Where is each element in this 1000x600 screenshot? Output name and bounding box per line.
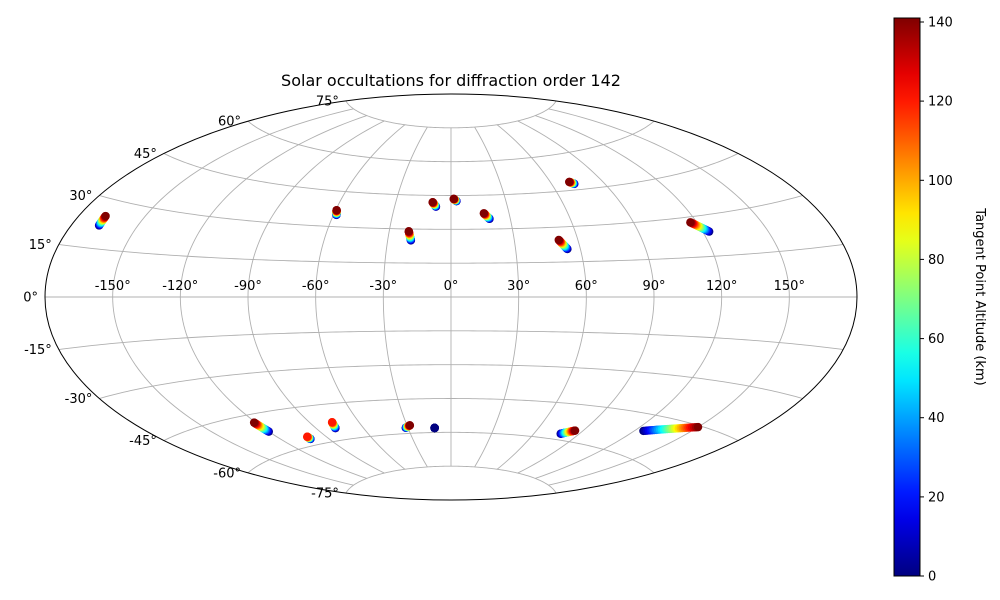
occultation-track [404,227,416,245]
parallel-gridline [345,465,557,494]
colorbar-tick-label: 120 [928,95,953,110]
latitude-tick-label: 60° [218,115,241,130]
occultation-track [303,432,315,444]
occultation-track [428,197,441,211]
occultation-track [554,235,572,254]
meridian-gridline [382,126,428,468]
occultation-track [249,418,273,436]
colorbar-tick-label: 140 [928,16,953,31]
colorbar-scale [893,17,921,577]
latitude-tick-label: -60° [213,466,241,481]
data-point [405,421,415,430]
data-point [479,209,489,218]
map-boundary [44,93,858,501]
meridian-gridline [517,120,655,474]
latitude-tick-label: 45° [134,147,157,162]
longitude-tick-label: -60° [302,279,330,294]
data-point [449,194,458,204]
occultation-track [94,211,110,230]
occultation-track [449,194,461,206]
occultation-track [332,205,341,220]
data-point [565,177,574,187]
colorbar-tick-label: 80 [928,253,945,268]
meridian-gridline [315,124,406,470]
data-point [554,235,563,245]
parallel-gridline [345,100,557,129]
latitude-tick-label: 30° [69,189,92,204]
meridian-gridline [496,124,587,470]
data-point [332,205,341,215]
meridian-gridline [535,115,723,479]
chart-title: Solar occultations for diffraction order… [281,71,621,90]
colorbar-tick-label: 0 [928,570,936,585]
data-point [570,426,580,435]
occultation-track [327,417,340,433]
longitude-tick-label: -120° [162,279,198,294]
meridian-gridline [112,108,354,486]
longitude-tick-label: 120° [706,279,737,294]
latitude-tick-labels: -75° -60° -45° -30° -15° 0° 15° 30° 45° 60° 75° [23,94,339,501]
colorbar-tick-label: 100 [928,174,953,189]
occultation-track [401,421,415,433]
longitude-tick-label: -150° [95,279,131,294]
colorbar: 0 20 40 60 80 100 120 140 Tangent Point Altitud… [893,16,987,585]
occultation-track [430,423,439,433]
data-point [303,432,312,441]
data-point [686,218,695,227]
longitude-tick-label: 90° [642,279,665,294]
occultation-track [479,209,494,224]
longitude-tick-label: -90° [234,279,262,294]
occultation-track [686,218,714,236]
data-point [430,423,439,433]
colorbar-tick-label: 60 [928,332,945,347]
latitude-tick-label: 0° [23,291,38,306]
longitude-tick-label: -30° [369,279,397,294]
meridian-gridline [474,126,520,468]
latitude-tick-label: 15° [29,238,52,253]
longitude-tick-label: 30° [507,279,530,294]
occultation-track [639,422,703,436]
data-point [249,418,259,427]
colorbar-tick-label: 20 [928,490,945,505]
latitude-tick-label: -15° [24,343,52,358]
latitude-tick-label: -30° [65,392,93,407]
colorbar-ticks: 0 20 40 60 80 100 120 140 [920,16,953,585]
meridian-gridline [247,120,385,474]
occultation-points [94,177,714,444]
longitude-tick-label: 60° [575,279,598,294]
data-point [404,227,413,236]
data-point [693,422,703,432]
longitude-tick-labels: -150° -120° -90° -60° -30° 0° 30° 60° 90° 120° 150… [95,279,805,294]
longitude-tick-label: 150° [774,279,805,294]
latitude-tick-label: 75° [316,94,339,109]
colorbar-tick-label: 40 [928,411,945,426]
data-point [428,197,437,207]
longitude-tick-label: 0° [444,279,459,294]
graticule [45,100,857,494]
data-point [101,211,110,221]
latitude-tick-label: -45° [129,434,157,449]
latitude-tick-label: -75° [311,487,339,502]
data-point [327,417,337,427]
occultation-track [565,177,579,189]
colorbar-label: Tangent Point Altitude (km) [972,207,987,385]
occultation-track [556,426,580,438]
meridian-gridline [548,108,790,486]
